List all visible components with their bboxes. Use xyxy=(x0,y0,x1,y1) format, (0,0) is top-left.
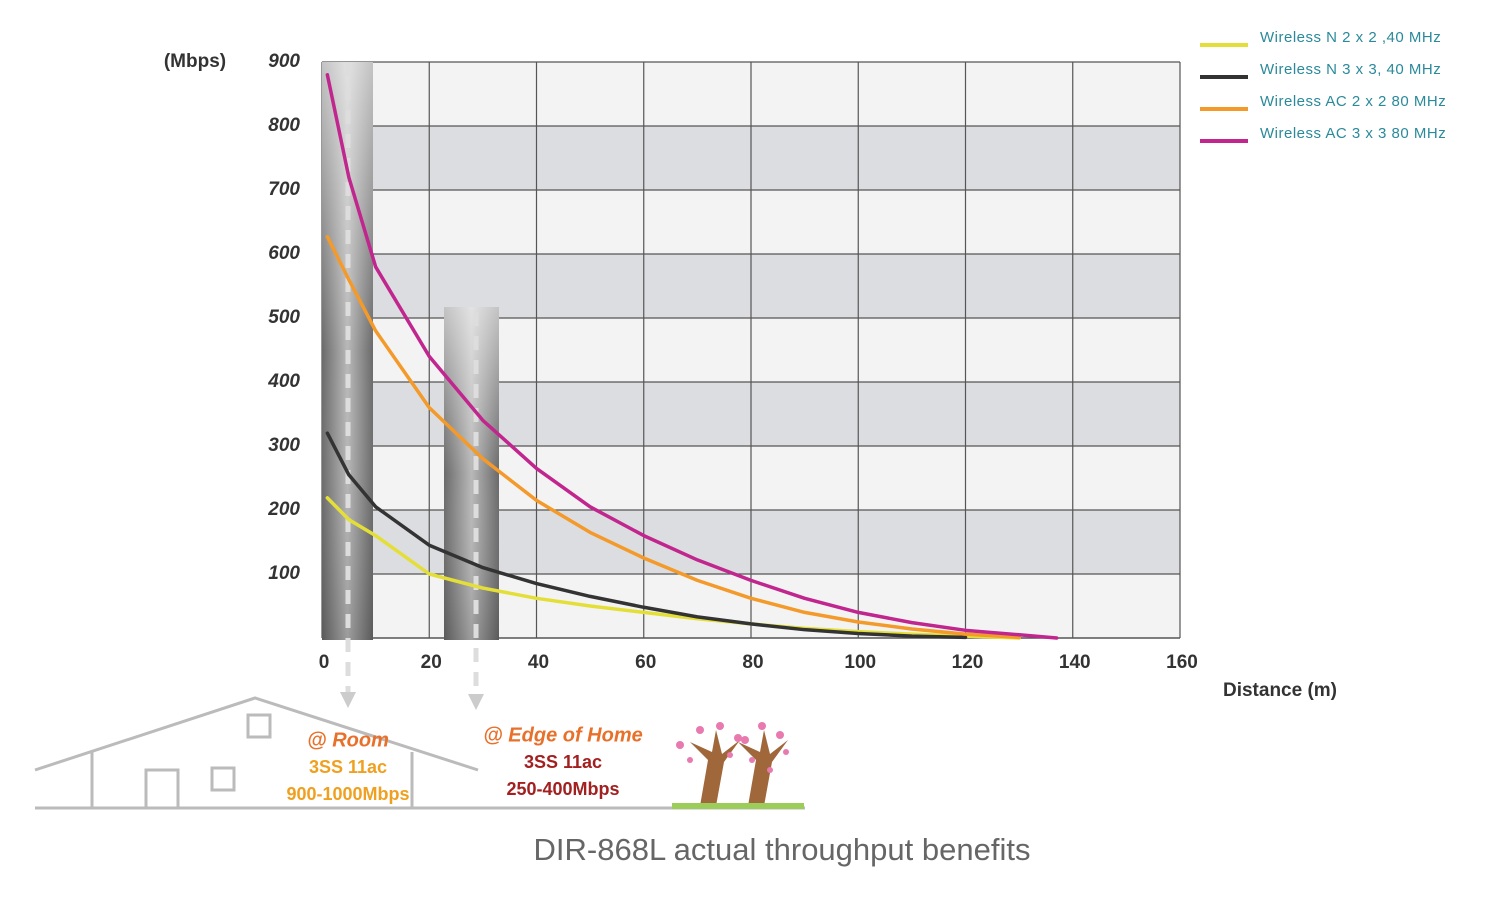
y-tick-label: 600 xyxy=(268,243,300,264)
x-tick-label: 60 xyxy=(635,652,656,673)
grass xyxy=(672,803,804,809)
y-tick-label: 800 xyxy=(268,115,300,136)
x-tick-label: 20 xyxy=(421,652,442,673)
window xyxy=(246,713,272,739)
series-line xyxy=(325,431,968,640)
x-tick-label: 80 xyxy=(742,652,763,673)
blossoms xyxy=(676,722,789,773)
y-tick-label: 200 xyxy=(267,499,300,520)
x-tick-label: 120 xyxy=(952,652,984,673)
series-line xyxy=(325,73,1059,640)
house xyxy=(34,696,805,810)
x-tick-label: 100 xyxy=(844,652,876,673)
x-axis-label: Distance (m) xyxy=(1223,680,1337,701)
y-tick-label: 900 xyxy=(268,51,300,72)
x-tick-label: 160 xyxy=(1166,652,1198,673)
x-tick-label: 140 xyxy=(1059,652,1091,673)
chart-title: DIR-868L actual throughput benefits xyxy=(534,832,1031,867)
annotation-text: 900-1000Mbps xyxy=(286,784,409,804)
y-tick-label: 500 xyxy=(268,307,300,328)
tree-trunk xyxy=(738,730,788,806)
door xyxy=(144,768,180,810)
legend-label: Wireless AC 2 x 2 80 MHz xyxy=(1260,93,1446,110)
legend-label: Wireless N 2 x 2 ,40 MHz xyxy=(1260,29,1441,46)
annotation-text: 3SS 11ac xyxy=(309,757,387,777)
roof xyxy=(34,696,479,772)
legend-label: Wireless AC 3 x 3 80 MHz xyxy=(1260,125,1446,142)
y-axis-label: (Mbps) xyxy=(164,51,226,72)
y-tick-label: 400 xyxy=(267,371,300,392)
annotation-text: 250-400Mbps xyxy=(506,779,619,799)
x-tick-label: 40 xyxy=(528,652,549,673)
y-tick-label: 300 xyxy=(268,435,300,456)
edge-arrow-head xyxy=(468,694,484,710)
y-tick-label: 700 xyxy=(268,179,300,200)
series-line xyxy=(325,496,1021,640)
room-arrow-head xyxy=(340,692,356,708)
tree-trunk xyxy=(690,730,740,806)
x-tick-label: 0 xyxy=(319,652,330,673)
trees xyxy=(672,722,804,809)
y-tick-label: 100 xyxy=(268,563,300,584)
annotation-title: @ Edge of Home xyxy=(483,724,643,746)
series-line xyxy=(325,234,1021,640)
window xyxy=(210,766,236,792)
legend-label: Wireless N 3 x 3, 40 MHz xyxy=(1260,61,1441,78)
annotation-title: @ Room xyxy=(307,729,389,751)
annotation-text: 3SS 11ac xyxy=(524,752,602,772)
